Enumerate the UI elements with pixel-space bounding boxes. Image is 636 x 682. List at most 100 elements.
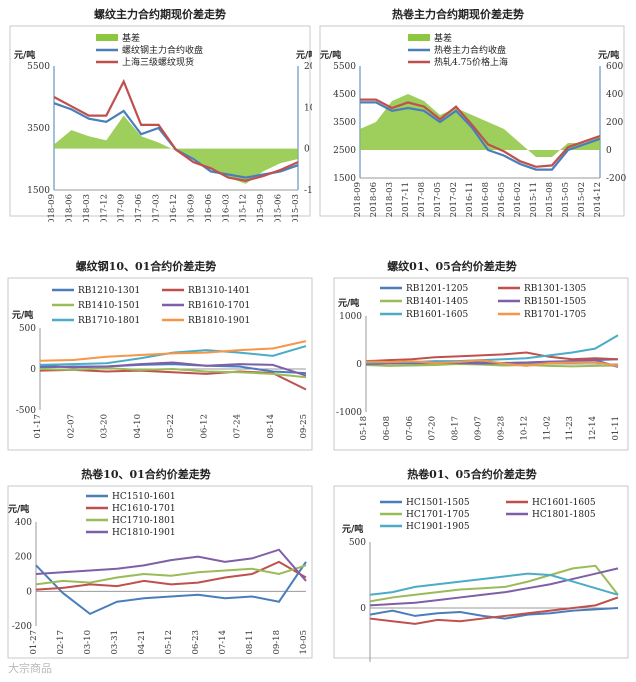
x-tick-label: 2015-05 [561,182,571,217]
x-tick-label: 2017-11 [401,182,411,217]
x-tick-label: 2016-09 [186,194,196,222]
y-tick-label-right: 600 [606,62,623,72]
chart-title: 热卷主力合约期现价差走势 [392,8,524,21]
series-line-RB1701-1705 [365,359,619,367]
x-tick-label: 11-02 [542,416,552,441]
x-tick-label: 05-22 [166,414,176,439]
legend-label: RB1410-1501 [78,301,140,311]
legend-swatch [96,34,118,41]
x-tick-label: 2017-06 [134,194,144,222]
legend-label: 上海三级螺纹现货 [122,56,194,68]
y-tick-label: -1000 [336,408,362,418]
series-line-RB1410-1501 [39,367,307,379]
watermark: 大宗商品 [8,662,52,675]
series-line-RB1401-1405 [365,362,619,368]
y-tick-label: 500 [19,324,36,334]
y-axis-unit: 元/吨 [8,503,29,515]
x-tick-label: 2015-06 [274,194,284,222]
x-tick-label: 2017-05 [433,182,443,217]
legend-label: RB1210-1301 [78,286,140,296]
legend-label: RB1201-1205 [406,284,469,294]
chart-title: 螺纹主力合约期现价差走势 [94,8,226,21]
chart-title: 螺纹钢10、01合约价差走势 [75,260,217,273]
x-tick-label: 10-05 [299,630,309,655]
x-tick-label: 08-14 [266,414,276,439]
y-tick-label-left: 3500 [27,124,50,134]
legend-label: 热卷主力合约收盘 [434,44,506,56]
x-tick-label: 04-21 [137,630,147,655]
series-line-HC1901-1905 [369,572,619,596]
y-tick-label-right: -200 [606,174,626,184]
x-tick-label: 03-31 [110,630,120,655]
y-tick-label-right: 0 [606,146,612,156]
chart-panel-6: 热卷01、05合约价差走势 HC1501-1505 HC1601-1605 HC17… [332,466,632,662]
x-tick-label: 2016-03 [221,194,231,222]
y-tick-label-right: 0 [304,145,310,155]
x-tick-label: 2016-02 [513,182,523,217]
y-axis-unit: 元/吨 [338,297,359,309]
x-tick-label: 06-12 [199,414,209,439]
x-tick-label: 09-07 [474,416,484,441]
y-tick-label: 500 [349,538,366,548]
legend-label: HC1501-1505 [406,498,470,508]
x-tick-label: 06-08 [382,416,392,441]
x-tick-label: 02-17 [56,630,66,655]
y-axis-unit-left: 元/吨 [320,49,341,61]
series-line-HC1510-1601 [35,561,307,616]
x-tick-label: 2017-12 [99,194,109,222]
chart-title: 热卷01、05合约价差走势 [407,468,537,481]
x-tick-label: 01-27 [29,630,39,655]
chart-svg: RB1210-1301 RB1310-1401 RB1410-1501 RB1610-… [7,277,313,451]
y-tick-label-left: 5500 [333,62,356,72]
legend-label: HC1801-1805 [532,510,596,520]
x-tick-label: 2016-11 [465,182,475,217]
chart-panel-2: 热卷主力合约期现价差走势 基差 热卷主力合约收盘 热轧4.75价格上海 元/吨 元/吨 5… [318,6,628,217]
y-tick-label-right: 400 [606,90,623,100]
legend-label: RB1810-1901 [188,316,250,326]
chart-panel-5: 热卷10、01合约价差走势 HC1510-1601 HC1610-1701 HC17… [6,466,316,662]
series-line-HC1810-1901 [35,548,307,582]
y-tick-label-right: 200 [606,118,623,128]
series-line-上海三级螺纹现货 [53,78,299,182]
chart-svg: RB1201-1205 RB1301-1305 RB1401-1405 RB1501-… [333,277,629,451]
legend-label: HC1510-1601 [112,492,176,502]
y-axis-unit-right: 元/吨 [296,49,312,61]
x-tick-label: 12-14 [588,416,598,441]
y-axis-unit: 元/吨 [342,523,363,535]
y-tick-label-left: 3500 [333,118,356,128]
x-tick-label: 2017-02 [449,182,459,217]
y-tick-label: 0 [26,587,32,597]
x-tick-label: 08-17 [451,416,461,441]
y-tick-label-left: 4500 [333,90,356,100]
chart-svg: HC1510-1601 HC1610-1701 HC1710-1801 HC1810-… [7,485,313,659]
y-tick-label: 200 [15,553,32,563]
y-tick-label: 0 [30,365,36,375]
legend-label: RB1310-1401 [188,286,250,296]
x-tick-label: 2014-12 [593,182,603,217]
x-tick-label: 02-07 [66,414,76,439]
x-tick-label: 03-10 [83,630,93,655]
x-tick-label: 10-12 [519,416,529,441]
legend-label: RB1701-1705 [524,310,587,320]
x-tick-label: 2015-02 [577,182,587,217]
x-tick-label: 2018-09 [47,194,57,222]
series-line-热轧4.75价格上海 [360,98,601,168]
x-tick-label: 2017-03 [152,194,162,222]
y-axis-unit: 元/吨 [12,309,33,321]
x-tick-label: 2017-09 [117,194,127,222]
y-tick-label: 0 [360,604,366,614]
y-tick-label-left: 1500 [333,174,356,184]
y-tick-label: 0 [356,360,362,370]
chart-frame [9,25,311,217]
series-line-HC1601-1605 [369,596,619,625]
y-tick-label: -500 [16,406,36,416]
series-line-HC1801-1805 [369,567,619,607]
x-tick-label: 07-14 [218,630,228,655]
x-tick-label: 2015-12 [239,194,249,222]
chart-panel-4: 螺纹01、05合约价差走势 RB1201-1205 RB1301-1305 RB14… [332,258,632,454]
x-tick-label: 2018-06 [369,182,379,217]
x-tick-label: 07-06 [405,416,415,441]
legend-swatch [408,34,430,41]
